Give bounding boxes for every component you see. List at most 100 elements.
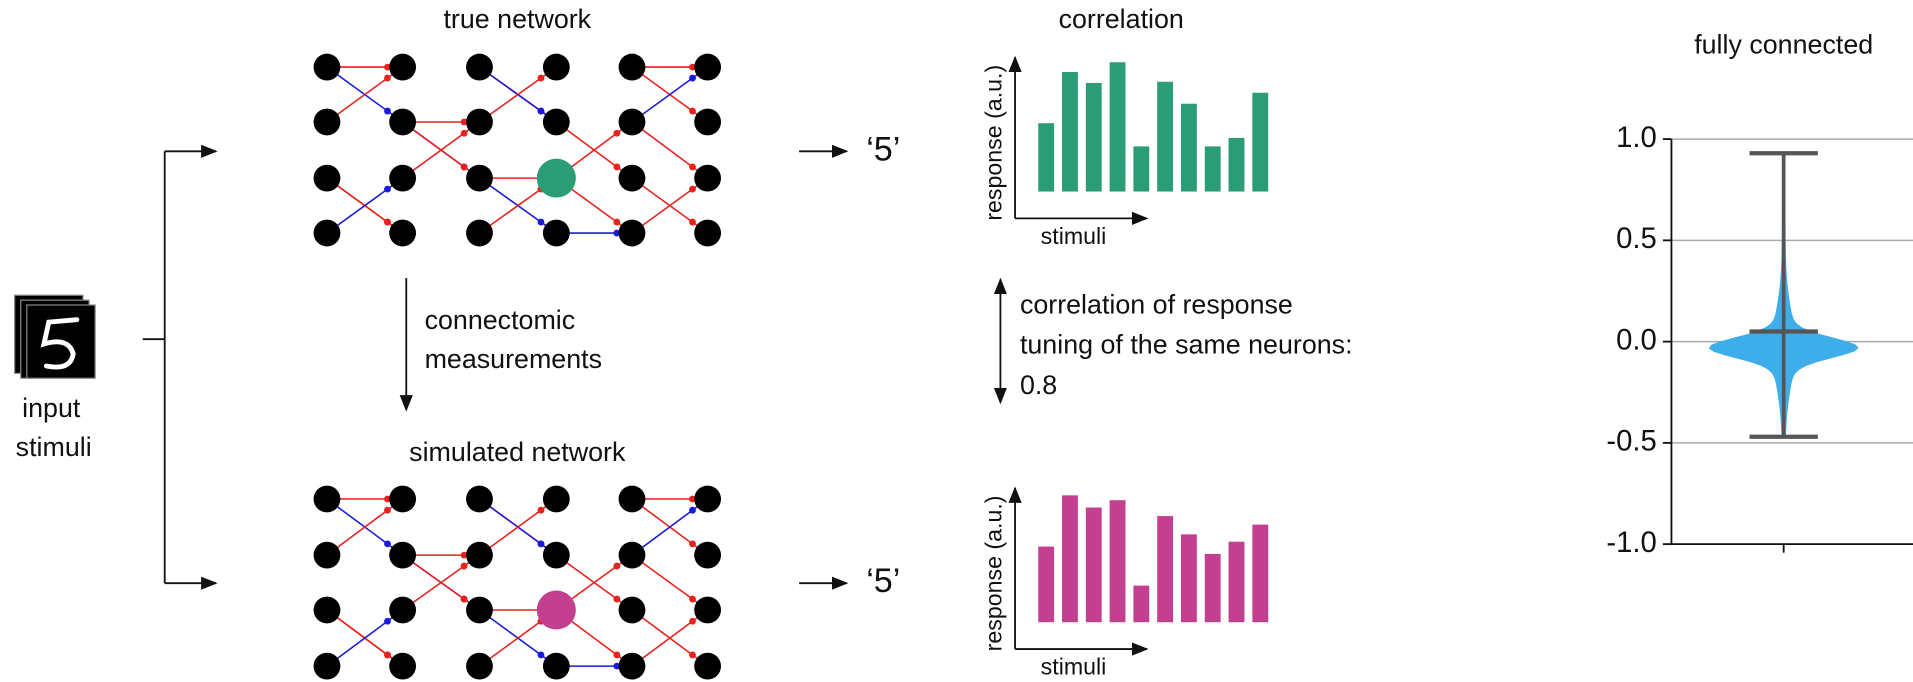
bar bbox=[1062, 72, 1078, 192]
bar bbox=[1110, 62, 1126, 191]
neuron bbox=[619, 597, 646, 624]
highlight-neuron bbox=[537, 590, 576, 629]
synapse bbox=[384, 108, 391, 115]
edge bbox=[632, 122, 708, 178]
synapse bbox=[689, 219, 696, 226]
neuron bbox=[389, 653, 416, 680]
network-output: ‘5’ bbox=[866, 130, 900, 168]
bar bbox=[1157, 82, 1173, 192]
neuron bbox=[466, 165, 493, 192]
bar bbox=[1252, 525, 1268, 623]
neuron bbox=[619, 165, 646, 192]
bar bbox=[1157, 516, 1173, 622]
neuron bbox=[619, 653, 646, 680]
network-title: simulated network bbox=[409, 437, 626, 467]
neuron bbox=[314, 165, 341, 192]
network-title: true network bbox=[443, 4, 591, 34]
synapse bbox=[538, 540, 545, 547]
chart-title: fully connected bbox=[1694, 29, 1873, 59]
neuron bbox=[389, 165, 416, 192]
bar bbox=[1252, 93, 1268, 192]
neuron bbox=[466, 542, 493, 569]
neuron bbox=[543, 653, 570, 680]
neuron bbox=[619, 542, 646, 569]
neuron bbox=[694, 597, 721, 624]
neuron bbox=[314, 653, 341, 680]
chart-title: correlation bbox=[1059, 4, 1184, 34]
synapse bbox=[689, 507, 696, 514]
synapse bbox=[613, 163, 620, 170]
neuron bbox=[314, 220, 341, 247]
synapse bbox=[613, 563, 620, 570]
bar bbox=[1229, 138, 1245, 192]
input-label: input bbox=[22, 393, 81, 423]
neuron bbox=[314, 54, 341, 81]
neuron bbox=[543, 486, 570, 513]
bar bbox=[1205, 554, 1221, 622]
synapse bbox=[689, 651, 696, 658]
synapse bbox=[384, 618, 391, 625]
neuron bbox=[694, 165, 721, 192]
y-tick-label: 0.0 bbox=[1616, 323, 1657, 356]
neuron bbox=[543, 109, 570, 136]
x-axis-label: stimuli bbox=[1041, 223, 1107, 249]
neuron bbox=[694, 220, 721, 247]
bar bbox=[1181, 104, 1197, 192]
synapse bbox=[613, 596, 620, 603]
synapse bbox=[689, 163, 696, 170]
bar bbox=[1205, 146, 1221, 191]
synapse bbox=[689, 75, 696, 82]
y-axis-label: response (a.u.) bbox=[981, 495, 1007, 651]
neuron bbox=[694, 542, 721, 569]
neuron bbox=[389, 542, 416, 569]
synapse bbox=[461, 563, 468, 570]
neuron bbox=[543, 54, 570, 81]
bar bbox=[1038, 123, 1054, 191]
neuron bbox=[543, 542, 570, 569]
y-axis-label: response (a.u.) bbox=[981, 65, 1007, 221]
y-tick-label: 0.5 bbox=[1616, 222, 1657, 255]
neuron bbox=[543, 220, 570, 247]
correlation-note: 0.8 bbox=[1020, 370, 1057, 400]
neuron bbox=[619, 486, 646, 513]
bar bbox=[1086, 508, 1102, 623]
bar bbox=[1181, 534, 1197, 622]
neuron bbox=[314, 597, 341, 624]
neuron bbox=[466, 109, 493, 136]
synapse bbox=[384, 651, 391, 658]
neuron bbox=[389, 220, 416, 247]
neuron bbox=[314, 109, 341, 136]
synapse bbox=[384, 507, 391, 514]
neuron bbox=[694, 653, 721, 680]
y-tick-label: -0.5 bbox=[1606, 425, 1656, 458]
correlation-note: correlation of response bbox=[1020, 289, 1293, 319]
input-image bbox=[15, 295, 96, 378]
synapse bbox=[538, 507, 545, 514]
neuron bbox=[389, 54, 416, 81]
neuron bbox=[466, 486, 493, 513]
synapse bbox=[689, 540, 696, 547]
neuron bbox=[694, 109, 721, 136]
bar bbox=[1086, 83, 1102, 192]
synapse bbox=[384, 219, 391, 226]
neuron bbox=[389, 597, 416, 624]
synapse bbox=[461, 130, 468, 137]
bar bbox=[1229, 542, 1245, 623]
synapse bbox=[461, 163, 468, 170]
synapse bbox=[384, 75, 391, 82]
bar bbox=[1062, 495, 1078, 622]
y-tick-label: -1.0 bbox=[1606, 526, 1656, 559]
bar bbox=[1133, 586, 1149, 623]
synapse bbox=[538, 108, 545, 115]
neuron bbox=[389, 486, 416, 513]
edge bbox=[632, 555, 708, 610]
neuron bbox=[466, 220, 493, 247]
synapse bbox=[613, 219, 620, 226]
synapse bbox=[384, 540, 391, 547]
synapse bbox=[689, 186, 696, 193]
synapse bbox=[538, 219, 545, 226]
neuron bbox=[694, 54, 721, 81]
input-label: stimuli bbox=[16, 432, 92, 462]
neuron bbox=[694, 486, 721, 513]
bar bbox=[1133, 146, 1149, 191]
